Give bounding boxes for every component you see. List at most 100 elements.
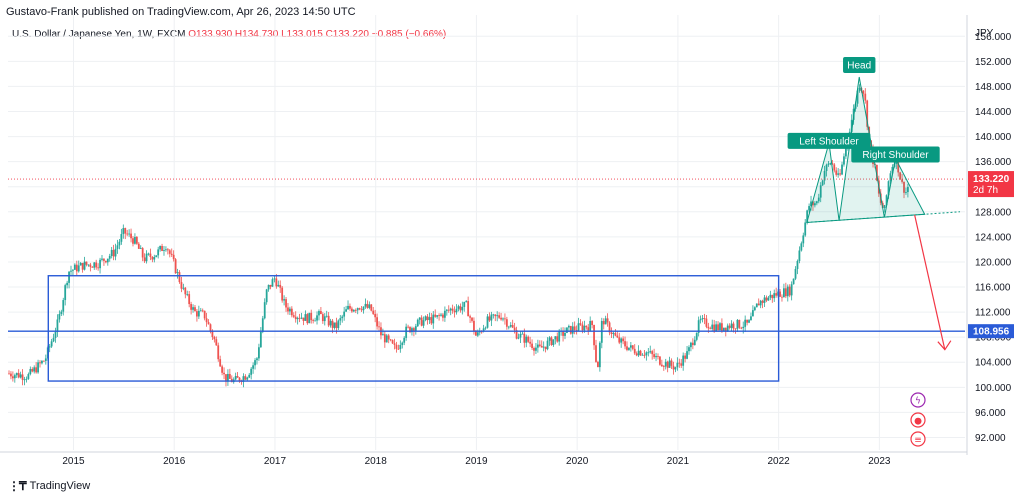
candle-body	[170, 253, 173, 255]
candle-body	[558, 331, 561, 342]
candle-body	[614, 333, 617, 336]
candle-body	[732, 323, 735, 329]
candle-body	[228, 373, 231, 379]
candle-body	[385, 335, 388, 343]
candle-body	[335, 322, 338, 329]
candle-body	[347, 305, 349, 310]
candle-body	[885, 195, 888, 206]
candle-body	[362, 306, 365, 311]
candle-body	[486, 316, 489, 328]
candle-body	[858, 87, 861, 91]
candle-body	[428, 317, 431, 321]
candle-body	[533, 348, 535, 351]
candle-body	[488, 316, 491, 321]
candle-body	[680, 363, 683, 366]
candle-body	[705, 318, 708, 327]
candle-body	[641, 354, 644, 356]
candle-body	[649, 351, 652, 353]
candle-body	[252, 365, 255, 369]
candle-body	[660, 364, 663, 367]
head-label-bg	[843, 57, 876, 74]
candle-body	[796, 260, 799, 269]
candle-body	[147, 253, 150, 255]
candle-body	[151, 256, 154, 260]
candle-body	[721, 323, 723, 331]
candle-body	[261, 318, 264, 332]
candle-body	[843, 156, 845, 165]
candle-body	[23, 379, 26, 381]
candle-body	[569, 325, 572, 334]
candle-body	[312, 320, 315, 321]
candle-body	[424, 316, 427, 321]
candle-body	[678, 362, 681, 364]
candle-body	[426, 316, 429, 321]
candle-body	[598, 342, 601, 368]
candle-body	[804, 222, 807, 236]
candle-body	[668, 360, 671, 368]
candle-body	[473, 320, 475, 332]
x-tick-label: 2021	[667, 456, 690, 467]
candle-body	[250, 368, 253, 375]
candle-body	[165, 249, 167, 251]
candle-body	[194, 307, 196, 312]
candle-body	[490, 314, 493, 321]
candle-body	[70, 270, 72, 272]
candle-body	[449, 308, 452, 311]
candle-body	[548, 337, 551, 341]
candle-body	[223, 372, 225, 375]
candle-body	[901, 179, 903, 182]
candle-body	[161, 246, 163, 251]
us-flag-icon-frame	[910, 431, 926, 447]
candle-body	[60, 311, 63, 314]
candle-body	[374, 313, 377, 318]
candle-body	[422, 320, 425, 326]
candle-body	[157, 249, 160, 256]
candle-body	[709, 328, 712, 330]
candle-body	[209, 324, 212, 331]
candle-body	[471, 317, 473, 321]
y-tick-label: 100.000	[975, 383, 1012, 394]
candle-body	[132, 238, 134, 244]
candle-body	[188, 294, 191, 305]
candle-body	[631, 345, 634, 349]
candle-body	[719, 323, 721, 331]
candle-body	[354, 310, 357, 311]
publisher-line: Gustavo-Frank published on TradingView.c…	[6, 6, 356, 18]
candle-body	[812, 201, 814, 206]
candle-body	[192, 307, 194, 310]
candle-body	[89, 264, 92, 267]
candle-body	[294, 316, 297, 320]
candle-body	[397, 348, 400, 350]
candle-body	[166, 249, 169, 251]
candle-body	[221, 366, 224, 373]
candle-body	[814, 203, 816, 206]
candle-body	[327, 315, 330, 326]
candle-body	[773, 293, 776, 299]
candle-body	[831, 163, 834, 165]
candle-body	[244, 376, 247, 380]
candle-body	[538, 344, 541, 346]
candle-body	[271, 279, 274, 287]
candle-body	[540, 345, 543, 348]
candle-body	[83, 261, 86, 270]
candle-body	[153, 257, 156, 260]
candle-body	[434, 314, 437, 317]
candle-body	[651, 351, 654, 355]
candle-body	[635, 353, 638, 356]
candle-body	[225, 374, 227, 382]
candle-body	[48, 346, 51, 348]
candle-body	[277, 284, 280, 287]
candle-body	[595, 345, 597, 362]
candle-body	[39, 362, 41, 364]
candle-body	[215, 339, 218, 346]
candle-body	[141, 248, 144, 258]
candle-body	[137, 243, 140, 249]
candle-body	[819, 185, 822, 198]
candle-body	[600, 320, 603, 343]
candle-body	[496, 315, 499, 317]
candle-body	[771, 294, 774, 299]
candle-body	[672, 365, 675, 370]
candle-body	[351, 308, 353, 312]
